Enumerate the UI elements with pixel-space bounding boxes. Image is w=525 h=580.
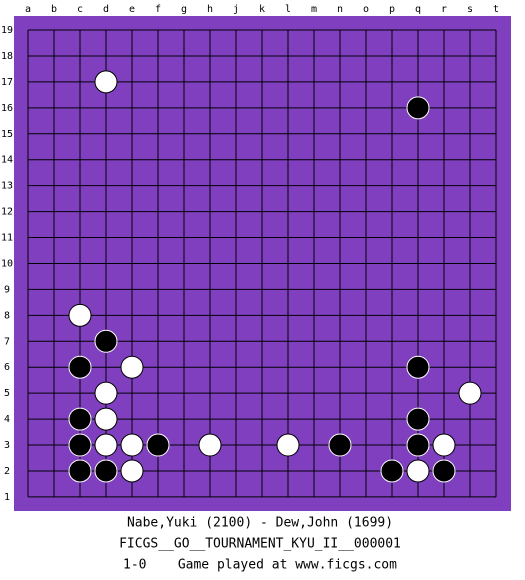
column-label: s	[467, 4, 473, 15]
stone	[198, 433, 222, 457]
stone	[94, 70, 118, 94]
row-label: 14	[1, 155, 13, 166]
stone	[406, 407, 430, 431]
stone	[94, 433, 118, 457]
column-label: t	[493, 4, 499, 15]
row-label: 12	[1, 207, 13, 218]
stone	[120, 355, 144, 379]
stone	[146, 433, 170, 457]
result: 1-0 Game played at www.ficgs.com	[123, 558, 397, 573]
column-label: a	[25, 4, 31, 15]
column-label: r	[441, 4, 447, 15]
stone	[94, 459, 118, 483]
row-label: 2	[4, 466, 10, 477]
stone	[406, 459, 430, 483]
column-label: q	[415, 4, 421, 15]
stone	[68, 433, 92, 457]
column-label: l	[285, 4, 291, 15]
stone	[68, 459, 92, 483]
row-label: 3	[4, 440, 10, 451]
row-label: 1	[4, 492, 10, 503]
column-label: n	[337, 4, 343, 15]
players: Nabe,Yuki (2100) - Dew,John (1699)	[127, 516, 393, 531]
column-label: m	[311, 4, 317, 15]
stone	[120, 459, 144, 483]
stone	[94, 329, 118, 353]
row-label: 17	[1, 77, 13, 88]
stone	[276, 433, 300, 457]
stone	[432, 433, 456, 457]
row-label: 19	[1, 25, 13, 36]
row-label: 6	[4, 362, 10, 373]
row-label: 18	[1, 51, 13, 62]
row-label: 15	[1, 129, 13, 140]
row-label: 8	[4, 310, 10, 321]
stone	[68, 355, 92, 379]
stone	[68, 303, 92, 327]
row-label: 5	[4, 388, 10, 399]
stone	[406, 433, 430, 457]
column-label: p	[389, 4, 395, 15]
row-label: 10	[1, 258, 13, 269]
column-label: h	[207, 4, 213, 15]
stone	[68, 407, 92, 431]
row-label: 16	[1, 103, 13, 114]
stone	[94, 381, 118, 405]
row-label: 9	[4, 284, 10, 295]
column-label: g	[181, 4, 187, 15]
column-label: f	[155, 4, 161, 15]
row-label: 13	[1, 181, 13, 192]
row-label: 11	[1, 233, 13, 244]
column-label: d	[103, 4, 109, 15]
stone	[406, 96, 430, 120]
column-label: c	[77, 4, 83, 15]
row-label: 7	[4, 336, 10, 347]
column-label: b	[51, 4, 57, 15]
stone	[328, 433, 352, 457]
stone	[380, 459, 404, 483]
column-label: k	[259, 4, 265, 15]
stone	[406, 355, 430, 379]
column-label: e	[129, 4, 135, 15]
stone	[120, 433, 144, 457]
stone	[432, 459, 456, 483]
event: FICGS__GO__TOURNAMENT_KYU_II__000001	[119, 537, 401, 552]
row-label: 4	[4, 414, 10, 425]
column-label: o	[363, 4, 369, 15]
stone	[458, 381, 482, 405]
stone	[94, 407, 118, 431]
column-label: j	[233, 4, 239, 15]
